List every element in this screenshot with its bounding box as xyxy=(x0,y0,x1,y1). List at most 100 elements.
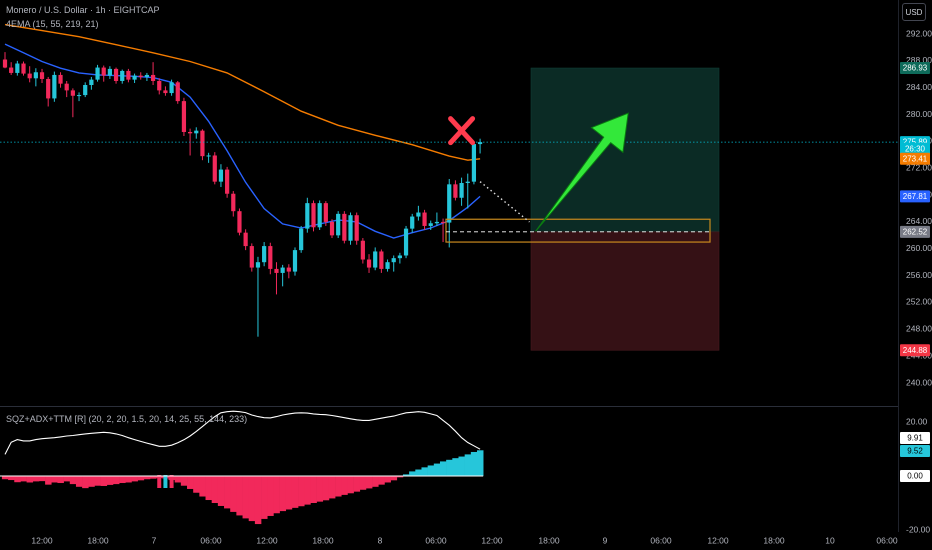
candle xyxy=(354,212,359,245)
y-tick-label: 260.00 xyxy=(906,243,932,253)
histogram-bar xyxy=(365,476,373,489)
osc-value-label-bg xyxy=(900,470,930,482)
candle xyxy=(52,71,57,102)
histogram-bar xyxy=(384,476,391,483)
cross-marker[interactable] xyxy=(448,116,476,146)
candle-body xyxy=(268,246,273,269)
candle-body xyxy=(107,68,112,76)
histogram-bar xyxy=(402,474,410,476)
candle-body xyxy=(169,82,174,94)
price-label-text: 273.41 xyxy=(903,154,928,163)
price-label: 267.81 xyxy=(900,190,930,203)
candle-body xyxy=(336,213,341,236)
y-tick-label: 280.00 xyxy=(906,109,932,119)
candle-body xyxy=(329,221,335,236)
candle xyxy=(323,201,328,226)
candle xyxy=(422,209,427,230)
histogram-bar xyxy=(359,476,367,490)
ema-fast-line xyxy=(4,43,481,239)
candle xyxy=(471,141,477,185)
candle-body xyxy=(58,74,63,84)
x-tick-label: 7 xyxy=(152,535,157,545)
candle-body xyxy=(280,267,285,273)
histogram-bar xyxy=(205,476,212,501)
price-label: 244.88 xyxy=(900,344,930,357)
histogram-bar xyxy=(347,476,354,494)
histogram-bar xyxy=(310,476,317,503)
candle-body xyxy=(237,211,242,233)
candle xyxy=(181,97,187,137)
histogram-bar xyxy=(458,456,465,476)
candle xyxy=(385,259,390,272)
candle-body xyxy=(64,83,69,91)
candle-body xyxy=(428,223,433,226)
histogram-bar xyxy=(14,476,21,483)
candle-body xyxy=(150,74,156,81)
y-tick-label: 248.00 xyxy=(906,324,932,334)
osc-value-label: 0.00 xyxy=(900,470,930,482)
histogram-bar xyxy=(335,476,342,497)
x-tick-label: 18:00 xyxy=(312,535,334,545)
price-label: 26:30 xyxy=(900,142,930,155)
candle-body xyxy=(243,232,248,247)
x-tick-label: 18:00 xyxy=(538,535,560,545)
price-label-bg xyxy=(900,225,930,238)
y-tick-label: 240.00 xyxy=(906,377,932,387)
osc-tick-label: -20.00 xyxy=(906,524,930,534)
candle xyxy=(397,252,402,264)
price-label-text: 275.89 xyxy=(903,138,928,147)
candle-body xyxy=(422,212,427,226)
histogram-bar xyxy=(353,476,361,492)
x-tick-label: 12:00 xyxy=(481,535,503,545)
candle xyxy=(126,68,131,83)
histogram-bar xyxy=(63,476,71,482)
currency-button[interactable]: USD xyxy=(902,3,926,21)
histogram-bar xyxy=(26,476,34,483)
candle xyxy=(440,218,446,243)
candle-body xyxy=(144,74,150,77)
price-label-text: 262.52 xyxy=(903,227,928,236)
candle-body xyxy=(249,246,254,268)
candle-body xyxy=(299,228,304,251)
histogram-bar xyxy=(106,476,114,485)
histogram-bar xyxy=(298,476,305,507)
candle-body xyxy=(76,95,82,97)
osc-tick-label: 20.00 xyxy=(906,416,928,426)
projection-dotted-line[interactable] xyxy=(479,181,530,223)
entry-zone-box[interactable] xyxy=(445,218,711,243)
candle-body xyxy=(447,184,452,223)
histogram-bar xyxy=(131,476,138,482)
histogram-bar xyxy=(439,461,447,476)
target-zone[interactable] xyxy=(530,67,720,233)
x-tick-label: 06:00 xyxy=(876,535,898,545)
histogram-bar xyxy=(180,476,188,486)
candle xyxy=(243,229,248,251)
candle xyxy=(33,68,38,87)
x-tick-label: 18:00 xyxy=(763,535,785,545)
candle xyxy=(70,88,75,118)
candle-body xyxy=(21,63,26,74)
stop-zone[interactable] xyxy=(530,231,720,351)
candle xyxy=(157,78,162,95)
histogram-bar xyxy=(211,476,219,503)
histogram-bar xyxy=(291,476,299,508)
histogram-bar xyxy=(100,476,108,486)
price-label-text: 26:30 xyxy=(905,144,926,153)
x-tick-label: 06:00 xyxy=(650,535,672,545)
candle-body xyxy=(440,221,446,223)
candle-body xyxy=(255,262,261,268)
candle xyxy=(329,219,335,239)
candle xyxy=(206,152,211,163)
squeeze-marker xyxy=(169,475,174,488)
adx-line xyxy=(4,410,481,455)
candle xyxy=(225,166,230,198)
candle xyxy=(292,247,298,276)
candle xyxy=(2,52,8,69)
target-arrow[interactable] xyxy=(535,112,629,232)
osc-value-label-bg xyxy=(900,432,930,444)
candle-body xyxy=(354,215,359,241)
candle xyxy=(434,212,439,226)
histogram-bar xyxy=(433,463,441,476)
